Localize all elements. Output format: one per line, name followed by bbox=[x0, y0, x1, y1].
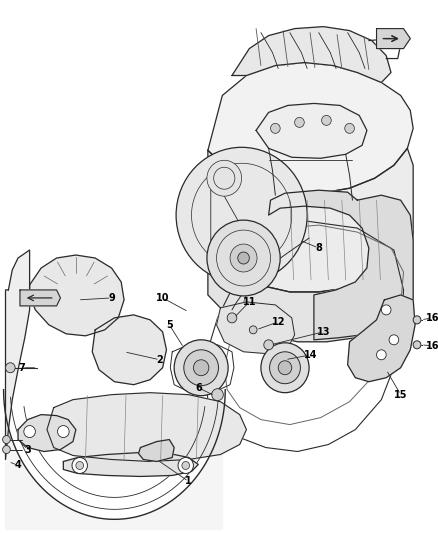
Text: 8: 8 bbox=[315, 243, 322, 253]
Polygon shape bbox=[47, 393, 247, 462]
Text: 15: 15 bbox=[394, 390, 407, 400]
Polygon shape bbox=[20, 290, 60, 306]
Text: 11: 11 bbox=[243, 297, 256, 307]
Circle shape bbox=[269, 352, 300, 384]
Text: 1: 1 bbox=[185, 477, 192, 487]
Polygon shape bbox=[378, 30, 410, 46]
Circle shape bbox=[194, 360, 209, 376]
Text: 2: 2 bbox=[156, 355, 163, 365]
Circle shape bbox=[178, 457, 194, 473]
Text: 4: 4 bbox=[14, 461, 21, 471]
Circle shape bbox=[212, 389, 223, 401]
Text: 9: 9 bbox=[108, 293, 115, 303]
Text: 7: 7 bbox=[18, 363, 25, 373]
Circle shape bbox=[6, 363, 15, 373]
Circle shape bbox=[24, 425, 35, 438]
Circle shape bbox=[345, 123, 354, 133]
Circle shape bbox=[3, 446, 11, 454]
Polygon shape bbox=[4, 390, 225, 529]
Polygon shape bbox=[18, 415, 76, 451]
Text: 14: 14 bbox=[304, 350, 318, 360]
Circle shape bbox=[238, 252, 249, 264]
Circle shape bbox=[184, 350, 219, 386]
Polygon shape bbox=[30, 255, 124, 336]
Text: 16: 16 bbox=[426, 313, 438, 323]
Polygon shape bbox=[208, 148, 413, 292]
Circle shape bbox=[176, 147, 307, 283]
Polygon shape bbox=[348, 295, 415, 382]
Circle shape bbox=[249, 326, 257, 334]
Circle shape bbox=[3, 435, 11, 443]
Polygon shape bbox=[64, 453, 198, 477]
Circle shape bbox=[207, 160, 242, 196]
Circle shape bbox=[413, 316, 421, 324]
Polygon shape bbox=[6, 250, 30, 459]
Text: 3: 3 bbox=[24, 445, 31, 455]
Circle shape bbox=[72, 457, 88, 473]
Circle shape bbox=[381, 305, 391, 315]
Circle shape bbox=[261, 343, 309, 393]
Text: 16: 16 bbox=[426, 341, 438, 351]
Polygon shape bbox=[138, 440, 174, 462]
Circle shape bbox=[321, 116, 331, 125]
Polygon shape bbox=[377, 29, 410, 49]
Circle shape bbox=[377, 350, 386, 360]
Circle shape bbox=[278, 361, 292, 375]
Circle shape bbox=[227, 313, 237, 323]
Circle shape bbox=[271, 123, 280, 133]
Circle shape bbox=[295, 117, 304, 127]
Polygon shape bbox=[216, 302, 295, 354]
Polygon shape bbox=[208, 62, 413, 193]
Circle shape bbox=[182, 462, 190, 470]
Polygon shape bbox=[232, 27, 391, 83]
Text: 6: 6 bbox=[195, 383, 201, 393]
Circle shape bbox=[264, 340, 273, 350]
Circle shape bbox=[230, 244, 257, 272]
Circle shape bbox=[207, 220, 280, 296]
Polygon shape bbox=[92, 315, 166, 385]
Polygon shape bbox=[268, 190, 413, 340]
Circle shape bbox=[76, 462, 84, 470]
Polygon shape bbox=[256, 103, 367, 158]
Text: 12: 12 bbox=[272, 317, 285, 327]
Circle shape bbox=[413, 341, 421, 349]
Text: 5: 5 bbox=[166, 320, 173, 330]
Circle shape bbox=[389, 335, 399, 345]
Circle shape bbox=[57, 425, 69, 438]
Text: 13: 13 bbox=[317, 327, 330, 337]
Circle shape bbox=[174, 340, 228, 395]
Text: 10: 10 bbox=[156, 293, 170, 303]
Polygon shape bbox=[208, 240, 413, 342]
